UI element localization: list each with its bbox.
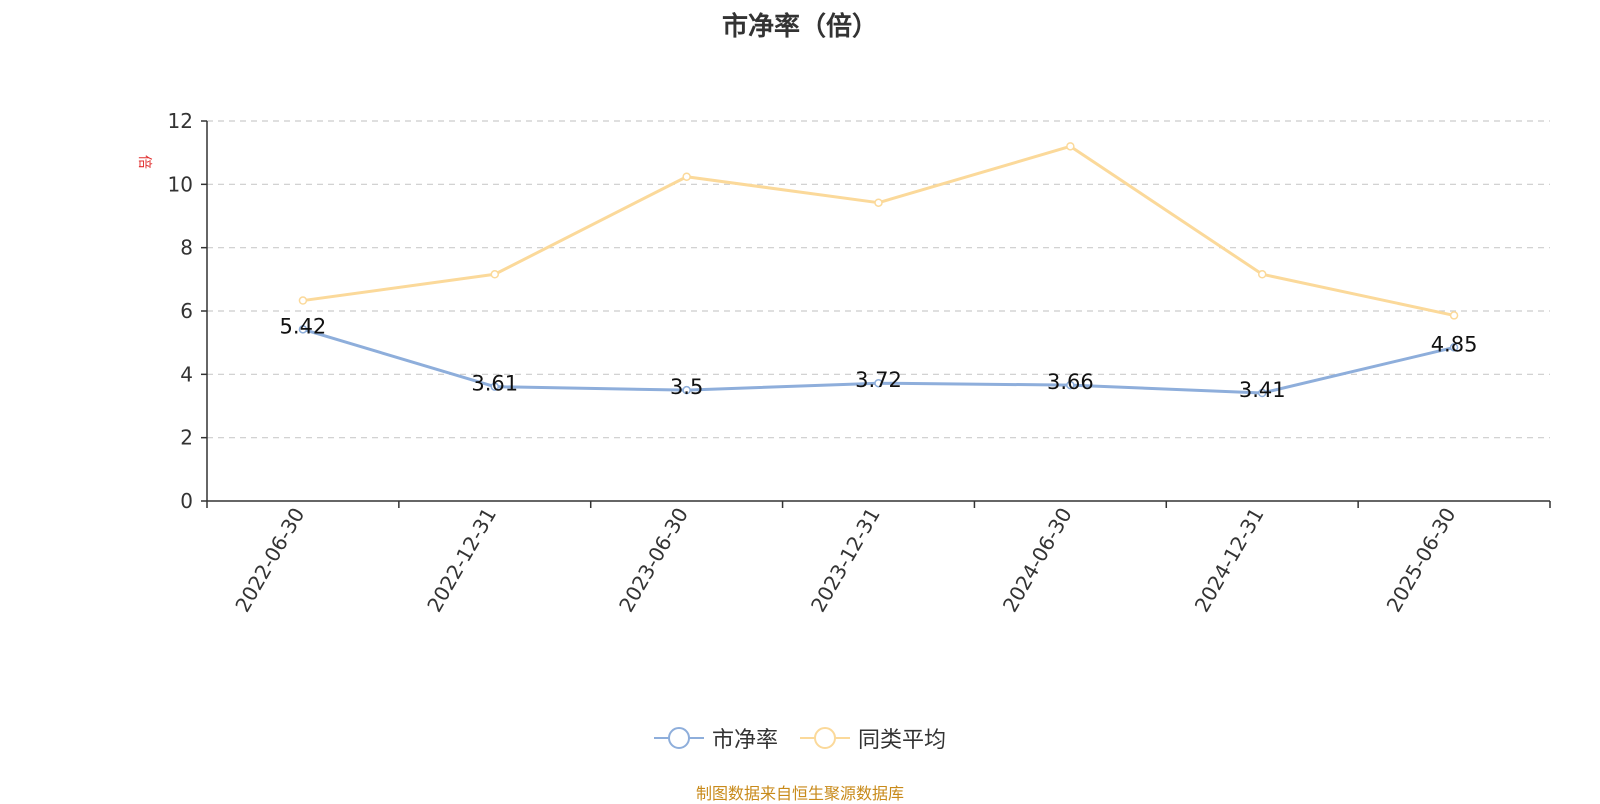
x-tick-label: 2024-12-31 bbox=[1190, 504, 1269, 617]
axes: 0 2 4 6 8 10 12 倍 2022-06-30 2022-12-31 2023-06-30… bbox=[136, 109, 1551, 617]
series-lines bbox=[298, 142, 1459, 398]
data-point bbox=[1449, 343, 1459, 352]
x-tick-label: 2022-06-30 bbox=[230, 504, 309, 617]
legend-label: 市净率 bbox=[711, 728, 778, 753]
legend-item-peer-average[interactable]: 同类平均 bbox=[800, 722, 946, 754]
data-label: 3.66 bbox=[1047, 370, 1094, 394]
data-label: 3.61 bbox=[471, 372, 518, 396]
data-point bbox=[1257, 388, 1267, 398]
data-label: 3.41 bbox=[1239, 378, 1286, 402]
y-tick-label: 10 bbox=[168, 172, 193, 196]
legend-label: 同类平均 bbox=[858, 728, 947, 753]
legend: 市净率 同类平均 bbox=[0, 722, 1600, 754]
data-labels: 5.42 3.61 3.5 3.72 3.66 3.41 4.85 bbox=[280, 314, 1478, 402]
legend-line-circle-icon bbox=[653, 727, 704, 749]
data-point bbox=[682, 385, 691, 395]
data-point bbox=[298, 325, 308, 334]
data-point bbox=[1257, 270, 1267, 279]
legend-line-circle-icon bbox=[800, 727, 850, 749]
x-tick-label: 2023-12-31 bbox=[806, 504, 885, 617]
source-note: 制图数据来自恒生聚源数据库 bbox=[695, 784, 904, 803]
data-label: 4.85 bbox=[1431, 332, 1478, 356]
y-tick-label: 2 bbox=[180, 426, 193, 450]
y-tick-label: 0 bbox=[180, 489, 193, 513]
legend-item-pb[interactable]: 市净率 bbox=[653, 722, 778, 754]
data-label: 3.72 bbox=[855, 368, 902, 392]
y-tick-label: 4 bbox=[180, 362, 193, 386]
data-point bbox=[298, 296, 308, 305]
data-point bbox=[874, 378, 883, 388]
data-label: 5.42 bbox=[280, 314, 327, 338]
x-tick-label: 2024-06-30 bbox=[998, 504, 1077, 617]
x-tick-label: 2023-06-30 bbox=[614, 504, 693, 617]
y-tick-label: 8 bbox=[180, 236, 193, 260]
data-point bbox=[1449, 311, 1459, 320]
grid-lines bbox=[207, 120, 1550, 439]
data-point bbox=[1066, 380, 1075, 390]
data-point bbox=[490, 382, 500, 391]
y-tick-label: 6 bbox=[180, 299, 193, 323]
chart-title: 市净率（倍） bbox=[721, 12, 878, 42]
data-point bbox=[682, 172, 691, 181]
data-point bbox=[490, 270, 500, 279]
data-point bbox=[874, 198, 883, 207]
y-tick-label: 12 bbox=[168, 109, 193, 133]
data-label: 3.5 bbox=[670, 375, 703, 399]
series-line bbox=[302, 144, 1455, 317]
y-axis-label: 倍 bbox=[136, 155, 152, 169]
x-tick-label: 2025-06-30 bbox=[1381, 504, 1460, 617]
data-point bbox=[1066, 142, 1075, 151]
x-tick-label: 2022-12-31 bbox=[422, 504, 501, 617]
